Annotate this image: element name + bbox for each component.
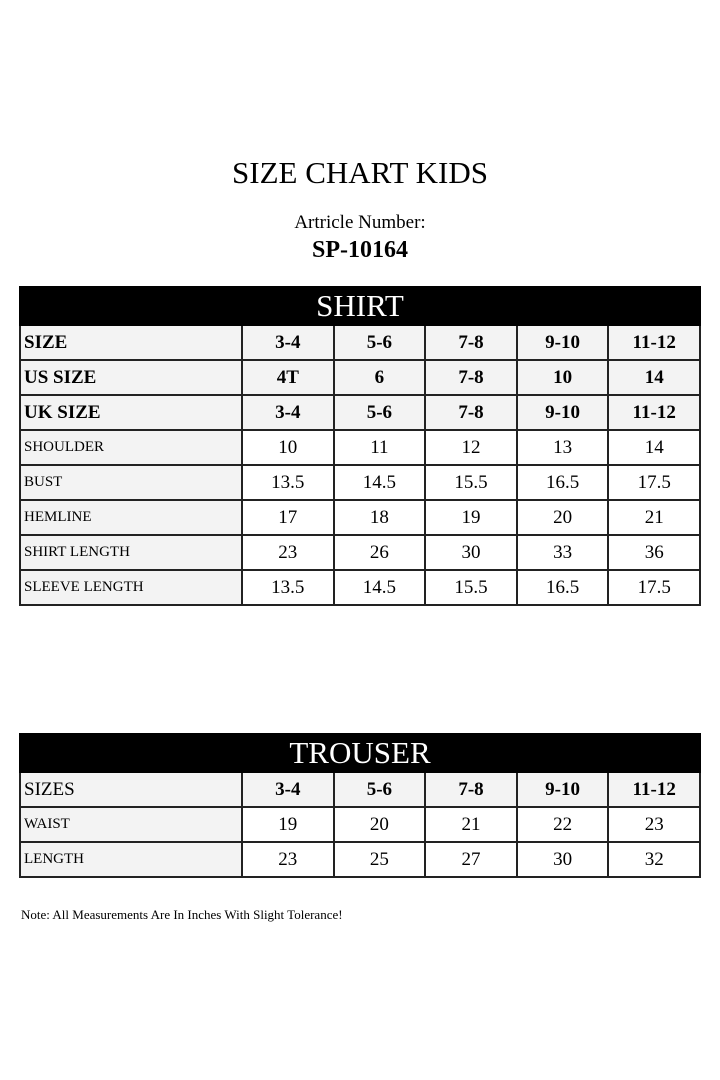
table-cell: 9-10 [515,324,610,361]
table-cell: 17.5 [607,569,701,606]
row-label: UK SIZE [19,394,243,431]
table-cell: 22 [515,806,610,843]
table-cell: 3-4 [241,394,335,431]
table-cell: 11 [332,429,427,466]
table-row: LENGTH 23 25 27 30 32 [19,841,701,878]
row-label: SLEEVE LENGTH [19,569,243,606]
table-row: WAIST 19 20 21 22 23 [19,806,701,843]
table-row: UK SIZE 3-4 5-6 7-8 9-10 11-12 [19,394,701,431]
table-cell: 7-8 [424,394,518,431]
table-cell: 7-8 [424,771,518,808]
table-cell: 21 [607,499,701,536]
row-label: US SIZE [19,359,243,396]
table-cell: 26 [332,534,427,571]
table-row: SIZES 3-4 5-6 7-8 9-10 11-12 [19,771,701,808]
table-cell: 23 [241,841,335,878]
table-row: BUST 13.5 14.5 15.5 16.5 17.5 [19,464,701,501]
table-cell: 6 [332,359,427,396]
table-cell: 14 [607,359,701,396]
shirt-table: SHIRT SIZE 3-4 5-6 7-8 9-10 11-12 US SIZE 4T 6 7-… [19,286,701,606]
row-label: BUST [19,464,243,501]
table-cell: 9-10 [515,394,610,431]
table-cell: 3-4 [241,771,335,808]
table-cell: 10 [241,429,335,466]
table-cell: 20 [332,806,427,843]
table-cell: 14 [607,429,701,466]
article-label: Artricle Number: [294,212,426,233]
table-row: SHIRT LENGTH 23 26 30 33 36 [19,534,701,571]
row-label: LENGTH [19,841,243,878]
table-cell: 14.5 [332,464,427,501]
table-cell: 4T [241,359,335,396]
row-label: WAIST [19,806,243,843]
row-label: HEMLINE [19,499,243,536]
table-cell: 15.5 [424,464,518,501]
page-title: SIZE CHART KIDS [232,155,488,190]
table-cell: 11-12 [607,324,701,361]
measurement-note: Note: All Measurements Are In Inches Wit… [21,907,343,922]
table-cell: 19 [241,806,335,843]
table-cell: 21 [424,806,518,843]
table-cell: 9-10 [515,771,610,808]
table-cell: 30 [424,534,518,571]
table-cell: 30 [515,841,610,878]
table-row: US SIZE 4T 6 7-8 10 14 [19,359,701,396]
shirt-heading: SHIRT [19,286,701,326]
table-cell: 19 [424,499,518,536]
table-cell: 13 [515,429,610,466]
table-cell: 15.5 [424,569,518,606]
table-cell: 3-4 [241,324,335,361]
table-cell: 14.5 [332,569,427,606]
table-cell: 27 [424,841,518,878]
table-row: HEMLINE 17 18 19 20 21 [19,499,701,536]
table-cell: 36 [607,534,701,571]
row-label: SIZES [19,771,243,808]
table-cell: 13.5 [241,464,335,501]
table-cell: 16.5 [515,464,610,501]
table-cell: 13.5 [241,569,335,606]
table-cell: 17.5 [607,464,701,501]
table-cell: 23 [607,806,701,843]
table-cell: 25 [332,841,427,878]
table-cell: 10 [515,359,610,396]
row-label: SIZE [19,324,243,361]
table-cell: 20 [515,499,610,536]
trouser-heading: TROUSER [19,733,701,773]
table-cell: 5-6 [332,771,427,808]
article-number: SP-10164 [312,237,408,263]
table-row: SHOULDER 10 11 12 13 14 [19,429,701,466]
table-cell: 17 [241,499,335,536]
trouser-table: TROUSER SIZES 3-4 5-6 7-8 9-10 11-12 WAIST 19 20… [19,733,701,878]
table-cell: 32 [607,841,701,878]
row-label: SHIRT LENGTH [19,534,243,571]
table-cell: 7-8 [424,324,518,361]
table-cell: 11-12 [607,394,701,431]
table-cell: 5-6 [332,394,427,431]
table-cell: 7-8 [424,359,518,396]
table-cell: 18 [332,499,427,536]
table-cell: 16.5 [515,569,610,606]
table-cell: 11-12 [607,771,701,808]
row-label: SHOULDER [19,429,243,466]
table-row: SIZE 3-4 5-6 7-8 9-10 11-12 [19,324,701,361]
table-cell: 12 [424,429,518,466]
table-cell: 23 [241,534,335,571]
table-cell: 33 [515,534,610,571]
table-row: SLEEVE LENGTH 13.5 14.5 15.5 16.5 17.5 [19,569,701,606]
table-cell: 5-6 [332,324,427,361]
